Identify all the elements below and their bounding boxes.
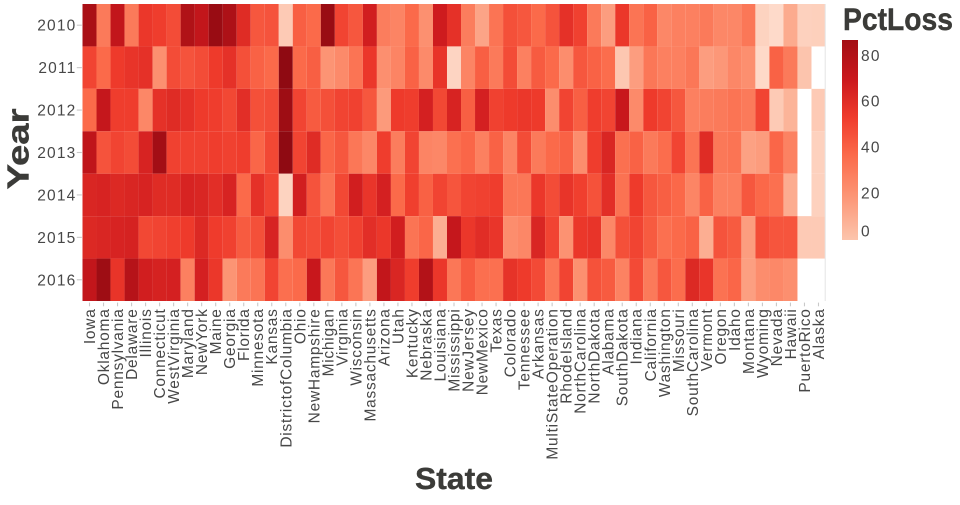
svg-text:Louisiana: Louisiana: [432, 308, 449, 381]
svg-text:Arizona: Arizona: [376, 308, 393, 366]
svg-text:Oklahoma: Oklahoma: [96, 308, 113, 385]
svg-text:Florida: Florida: [236, 308, 253, 361]
svg-text:Oregon: Oregon: [713, 308, 730, 364]
svg-text:Nevada: Nevada: [769, 308, 786, 366]
svg-text:60: 60: [861, 94, 881, 111]
svg-text:NorthCarolina: NorthCarolina: [573, 308, 590, 413]
svg-text:Kentucky: Kentucky: [404, 308, 421, 378]
svg-text:2015: 2015: [37, 230, 76, 247]
svg-text:2016: 2016: [37, 272, 76, 289]
svg-text:NorthDakota: NorthDakota: [587, 308, 604, 403]
svg-text:Maryland: Maryland: [180, 308, 197, 378]
svg-text:0: 0: [861, 224, 871, 241]
svg-text:Colorado: Colorado: [503, 308, 520, 377]
svg-text:Nebraska: Nebraska: [418, 308, 435, 380]
svg-text:Massachusetts: Massachusetts: [362, 308, 379, 421]
svg-text:Ohio: Ohio: [292, 308, 309, 344]
svg-text:DistrictofColumbia: DistrictofColumbia: [278, 308, 295, 447]
svg-text:WestVirginia: WestVirginia: [166, 308, 183, 403]
svg-text:Alabama: Alabama: [601, 308, 618, 374]
svg-text:Pennsylvania: Pennsylvania: [110, 308, 127, 409]
svg-text:Connecticut: Connecticut: [152, 308, 169, 398]
svg-text:20: 20: [861, 185, 881, 202]
svg-text:Georgia: Georgia: [222, 308, 239, 368]
svg-text:State: State: [415, 461, 493, 496]
svg-text:Delaware: Delaware: [124, 308, 141, 379]
svg-text:RhodeIsland: RhodeIsland: [559, 308, 576, 403]
svg-text:Illinois: Illinois: [138, 308, 155, 357]
svg-text:SouthCarolina: SouthCarolina: [685, 308, 702, 416]
svg-text:Kansas: Kansas: [264, 308, 281, 364]
svg-text:SouthDakota: SouthDakota: [615, 308, 632, 406]
svg-text:NewYork: NewYork: [194, 308, 211, 375]
svg-text:Iowa: Iowa: [82, 308, 99, 344]
svg-text:Hawaii: Hawaii: [783, 308, 800, 359]
svg-text:NewJersey: NewJersey: [461, 308, 478, 391]
svg-text:2013: 2013: [37, 145, 76, 162]
svg-text:Washington: Washington: [657, 308, 674, 397]
svg-text:Idaho: Idaho: [727, 308, 744, 351]
svg-text:MultiStateOperation: MultiStateOperation: [545, 308, 562, 459]
svg-text:2014: 2014: [37, 187, 76, 204]
svg-text:Maine: Maine: [208, 308, 225, 354]
svg-text:Michigan: Michigan: [320, 308, 337, 376]
svg-text:Wyoming: Wyoming: [755, 308, 772, 378]
svg-text:2012: 2012: [37, 103, 76, 120]
svg-text:PctLoss: PctLoss: [843, 1, 953, 37]
svg-text:80: 80: [861, 48, 881, 65]
svg-text:Virginia: Virginia: [334, 308, 351, 365]
svg-text:Indiana: Indiana: [629, 308, 646, 364]
svg-text:Utah: Utah: [390, 308, 407, 344]
svg-text:Vermont: Vermont: [699, 308, 716, 371]
svg-text:PuertoRico: PuertoRico: [797, 308, 814, 392]
svg-text:Wisconsin: Wisconsin: [348, 308, 365, 385]
svg-text:Year: Year: [1, 109, 36, 190]
svg-text:Minnesota: Minnesota: [250, 308, 267, 386]
svg-text:Arkansas: Arkansas: [531, 308, 548, 379]
svg-text:Tennessee: Tennessee: [517, 308, 534, 390]
svg-text:NewMexico: NewMexico: [475, 308, 492, 395]
svg-text:40: 40: [861, 140, 881, 157]
svg-text:NewHampshire: NewHampshire: [306, 308, 323, 423]
svg-text:Texas: Texas: [489, 308, 506, 352]
svg-text:2010: 2010: [37, 18, 76, 35]
svg-text:Missouri: Missouri: [671, 308, 688, 372]
svg-text:Montana: Montana: [741, 308, 758, 374]
svg-text:2011: 2011: [38, 60, 76, 77]
svg-text:Alaska: Alaska: [811, 308, 828, 359]
svg-text:California: California: [643, 308, 660, 381]
svg-text:Mississippi: Mississippi: [447, 308, 464, 391]
